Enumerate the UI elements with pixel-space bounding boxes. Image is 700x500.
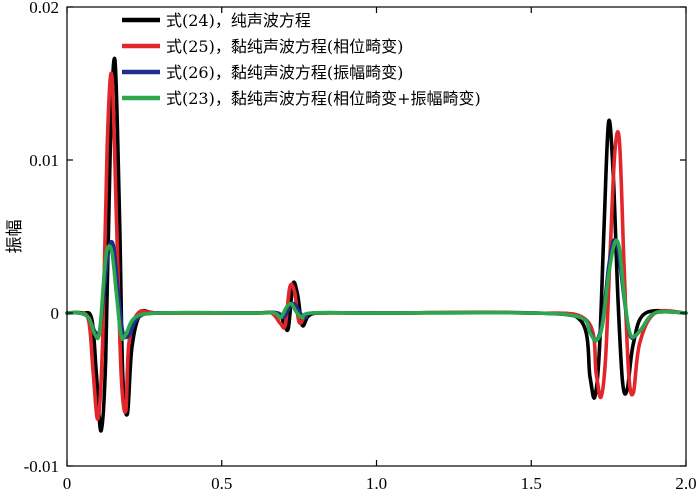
series-line-2 xyxy=(65,71,688,421)
y-tick-label: 0 xyxy=(51,304,60,323)
x-tick-label: 0 xyxy=(63,474,72,493)
series-line-1 xyxy=(65,56,688,433)
series-layer xyxy=(65,56,688,433)
series-line-4 xyxy=(65,238,688,343)
y-tick-label: -0.01 xyxy=(24,457,59,476)
x-tick-label: 1.0 xyxy=(366,474,387,493)
legend-label: 式(26)，黏纯声波方程(振幅畸变) xyxy=(166,63,403,82)
x-tick-label: 1.5 xyxy=(521,474,542,493)
legend-label: 式(25)，黏纯声波方程(相位畸变) xyxy=(166,37,403,56)
x-tick-label: 0.5 xyxy=(211,474,232,493)
series-line-3 xyxy=(65,237,688,343)
legend-label: 式(23)，黏纯声波方程(相位畸变+振幅畸变) xyxy=(166,89,481,108)
y-tick-label: 0.02 xyxy=(29,0,59,17)
legend-label: 式(24)，纯声波方程 xyxy=(166,11,311,30)
x-tick-label: 2.0 xyxy=(675,474,696,493)
y-axis-label: 振幅 xyxy=(5,220,25,254)
y-tick-label: 0.01 xyxy=(29,151,59,170)
